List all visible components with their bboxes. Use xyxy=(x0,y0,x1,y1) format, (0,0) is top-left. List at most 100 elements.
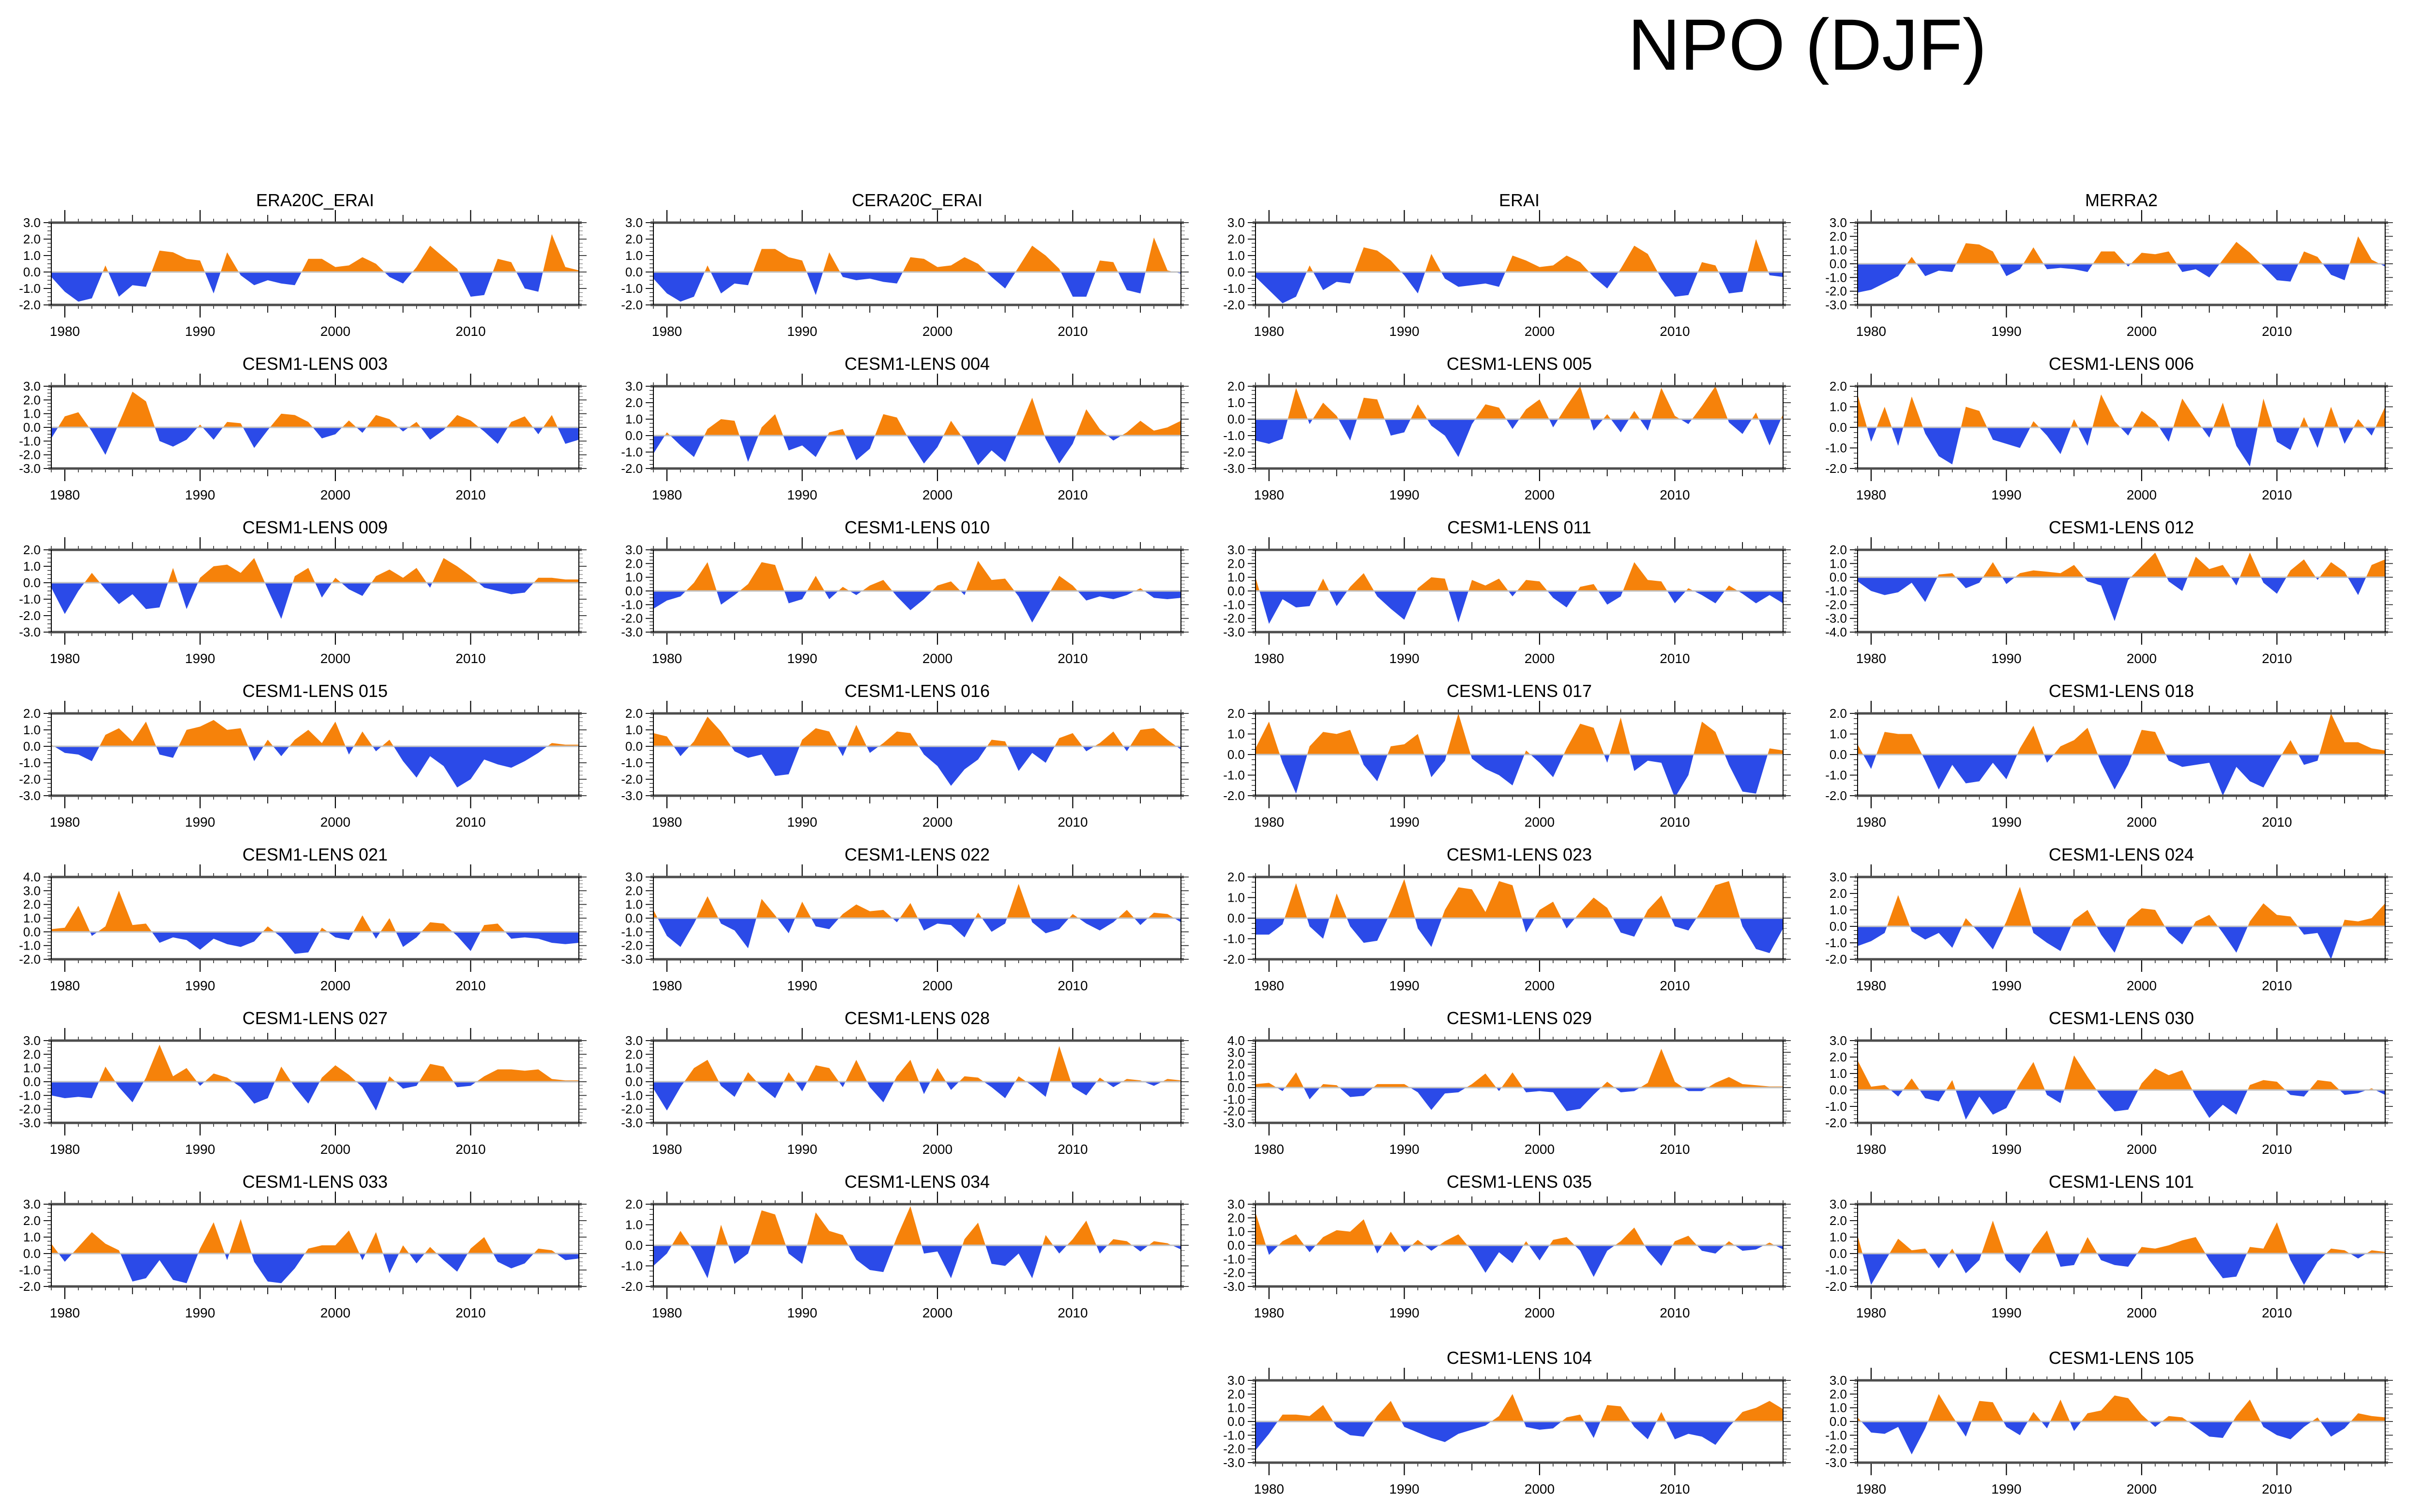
negative-area xyxy=(1255,1088,1783,1111)
negative-area xyxy=(653,436,1181,466)
chart-panel-cesm1-lens-029: CESM1-LENS 029 -3.0 -2.0 -1.0 0.0 1.0 2.0 3.0 4… xyxy=(1205,1009,1807,1172)
chart-panel-cesm1-lens-024: CESM1-LENS 024 -2.0 -1.0 0.0 1.0 2.0 3.0 1980 1… xyxy=(1807,845,2409,1009)
y-tick-label: 0.0 xyxy=(1227,265,1245,279)
y-tick-label: 1.0 xyxy=(23,407,41,421)
chart-panel-cesm1-lens-010: CESM1-LENS 010 -3.0 -2.0 -1.0 0.0 1.0 2.0 3.0 1… xyxy=(603,518,1205,681)
positive-area xyxy=(1858,236,2385,264)
chart-panel-cera20c-erai: CERA20C_ERAI -2.0 -1.0 0.0 1.0 2.0 3.0 1980 199… xyxy=(603,191,1205,354)
y-tick-label: 0.0 xyxy=(1830,1083,1847,1097)
x-tick-label: 2010 xyxy=(2262,487,2292,502)
y-tick-label: 1.0 xyxy=(1830,727,1847,741)
x-tick-label: 1980 xyxy=(652,487,682,502)
x-tick-label: 1980 xyxy=(1856,487,1886,502)
x-tick-label: 1990 xyxy=(1389,487,1419,502)
y-tick-label: 2.0 xyxy=(23,232,41,246)
y-tick-label: 0.0 xyxy=(625,911,643,925)
chart-panel-cesm1-lens-003: CESM1-LENS 003 -3.0 -2.0 -1.0 0.0 1.0 2.0 3.0 1… xyxy=(1,354,603,518)
x-tick-label: 2000 xyxy=(923,1142,953,1157)
x-tick-label: 1990 xyxy=(185,1142,215,1157)
positive-area xyxy=(1858,887,2385,926)
chart-title: CESM1-LENS 007 xyxy=(2409,354,2420,372)
x-tick-label: 1980 xyxy=(652,651,682,666)
x-tick-label: 1990 xyxy=(185,487,215,502)
chart-canvas: -3.0-2.0-1.00.01.02.03.0 1980 1990 2000 2010 xyxy=(1825,210,2393,339)
x-tick-label: 1990 xyxy=(787,978,817,993)
positive-area xyxy=(51,392,579,427)
positive-area xyxy=(653,884,1181,918)
x-tick-label: 1990 xyxy=(185,651,215,666)
x-tick-label: 1980 xyxy=(1254,1142,1284,1157)
y-tick-label: 1.0 xyxy=(23,723,41,737)
x-tick-label: 1980 xyxy=(50,815,80,830)
chart-panel-cesm1-lens-019: CESM1-LENS 019 -3.0-2.0-1.00.01.02.03.01… xyxy=(2409,681,2420,845)
x-tick-label: 1980 xyxy=(1254,651,1284,666)
y-tick-label: 0.0 xyxy=(23,739,41,754)
y-tick-label: -2.0 xyxy=(621,611,643,626)
negative-area xyxy=(1255,755,1783,798)
chart-panel-cesm1-lens-023: CESM1-LENS 023 -2.0 -1.0 0.0 1.0 2.0 1980 1990… xyxy=(1205,845,1807,1009)
negative-area xyxy=(51,932,579,954)
y-tick-label: -1.0 xyxy=(621,281,643,296)
y-tick-label: -2.0 xyxy=(19,1102,41,1117)
chart-panel-cesm1-lens-017: CESM1-LENS 017 -2.0 -1.0 0.0 1.0 2.0 1980 1990… xyxy=(1205,681,1807,845)
chart-title: CESM1-LENS 018 xyxy=(2048,681,2194,701)
y-tick-label: 2.0 xyxy=(1227,379,1245,393)
chart-title: CESM1-LENS 003 xyxy=(242,354,388,374)
positive-area xyxy=(653,397,1181,436)
header: NPO (DJF) © CVDP xyxy=(0,0,2420,191)
chart-title: CESM1-LENS 029 xyxy=(1446,1008,1592,1028)
positive-area xyxy=(1255,1049,1783,1088)
y-tick-label: 1.0 xyxy=(23,248,41,263)
negative-area xyxy=(653,746,1181,786)
y-tick-label: -1.0 xyxy=(621,597,643,612)
x-tick-label: 2000 xyxy=(923,978,953,993)
y-tick-label: -3.0 xyxy=(1223,625,1245,639)
y-tick-label: 2.0 xyxy=(1227,556,1245,571)
chart-canvas: -3.0 -2.0 -1.0 0.0 1.0 2.0 1980 1990 2000 2010 xyxy=(19,701,587,830)
x-tick-label: 1990 xyxy=(1991,487,2021,502)
x-tick-label: 2010 xyxy=(1660,324,1690,339)
x-tick-label: 1980 xyxy=(1254,487,1284,502)
chart-title: CESM1-LENS 028 xyxy=(844,1008,990,1028)
y-tick-label: 2.0 xyxy=(23,1047,41,1061)
y-tick-label: -2.0 xyxy=(19,448,41,462)
y-tick-label: -1.0 xyxy=(621,1088,643,1103)
chart-title: CESM1-LENS 017 xyxy=(1446,681,1592,701)
y-tick-label: -2.0 xyxy=(1223,1104,1245,1119)
x-tick-label: 1990 xyxy=(1991,978,2021,993)
y-tick-label: -1.0 xyxy=(1825,270,1847,285)
y-tick-label: -3.0 xyxy=(621,625,643,639)
x-tick-label: 1990 xyxy=(787,487,817,502)
chart-title: ERAI xyxy=(1498,190,1540,210)
x-tick-label: 1990 xyxy=(787,815,817,830)
x-tick-label: 2000 xyxy=(1525,1142,1555,1157)
y-tick-label: 2.0 xyxy=(1227,706,1245,721)
x-tick-label: 2010 xyxy=(1660,651,1690,666)
chart-panel-erai: ERAI -2.0 -1.0 0.0 1.0 2.0 3.0 1980 1990 2000 201… xyxy=(1205,191,1807,354)
negative-area xyxy=(1858,755,2385,796)
negative-area xyxy=(653,918,1181,949)
y-tick-label: 1.0 xyxy=(625,897,643,912)
x-tick-label: 1980 xyxy=(1856,815,1886,830)
chart-panel-merra2: MERRA2 -3.0 -2.0 -1.0 0.0 1.0 2.0 3.0 1980 1990 2… xyxy=(1807,191,2409,354)
chart-panel-cesm1-lens-005: CESM1-LENS 005 -3.0 -2.0 -1.0 0.0 1.0 2.0 1980… xyxy=(1205,354,1807,518)
negative-area xyxy=(653,272,1181,302)
x-tick-label: 2000 xyxy=(320,487,350,502)
y-tick-label: -1.0 xyxy=(1825,1099,1847,1114)
x-tick-label: 2010 xyxy=(455,815,485,830)
x-tick-label: 2010 xyxy=(1058,978,1088,993)
x-tick-label: 2000 xyxy=(2127,1142,2157,1157)
y-tick-label: 1.0 xyxy=(1830,556,1847,571)
y-tick-label: 2.0 xyxy=(1227,870,1245,884)
y-tick-label: -1.0 xyxy=(621,924,643,939)
y-tick-label: -3.0 xyxy=(19,625,41,639)
x-tick-label: 2010 xyxy=(455,978,485,993)
chart-canvas: -2.0 -1.0 0.0 1.0 2.0 1980 1990 2000 2010 xyxy=(1825,374,2393,502)
y-tick-label: -2.0 xyxy=(621,461,643,476)
y-tick-label: 0.0 xyxy=(625,584,643,598)
y-tick-label: 2.0 xyxy=(625,706,643,721)
